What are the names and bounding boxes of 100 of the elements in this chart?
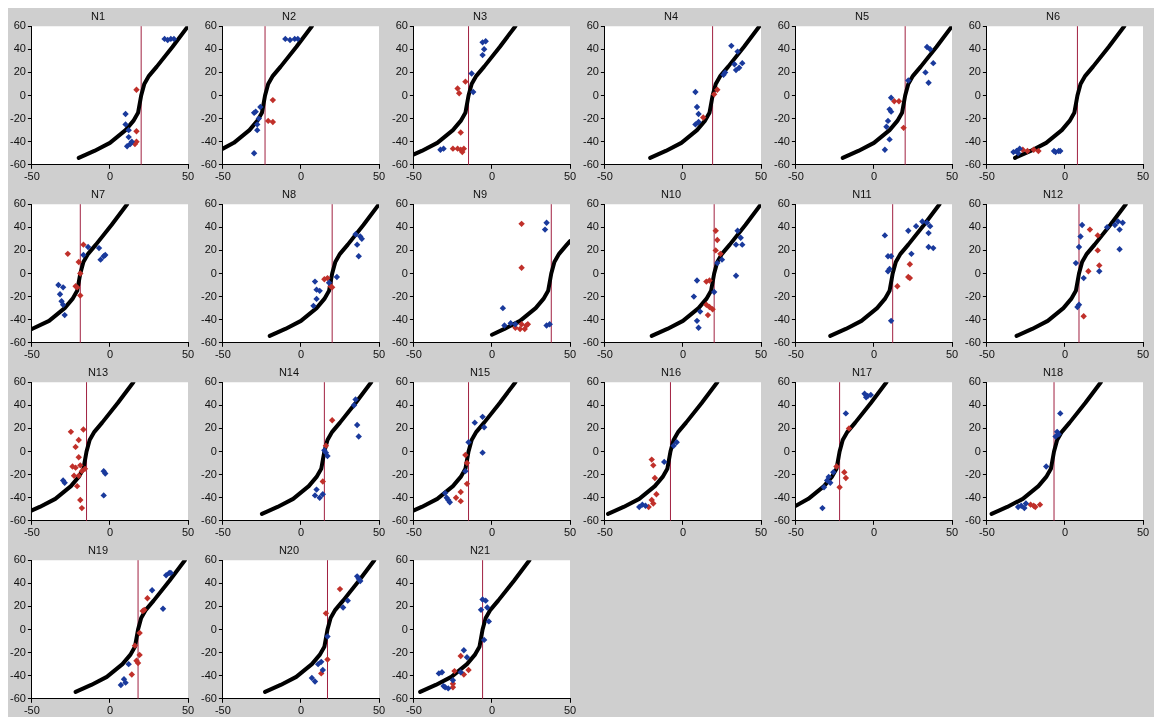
y-tick-label: -40: [9, 312, 26, 325]
x-tick-label: -50: [23, 526, 40, 539]
y-tick-label: 60: [586, 375, 599, 388]
chart-title: N7: [90, 187, 106, 200]
y-tick-label: 0: [210, 444, 217, 457]
x-tick-label: 0: [106, 170, 114, 183]
y-tick-label: 20: [204, 65, 217, 78]
y-tick-label: 20: [586, 421, 599, 434]
x-tick-label: 0: [488, 704, 496, 717]
x-tick-label: 0: [1061, 526, 1069, 539]
y-tick-label: -20: [200, 467, 217, 480]
x-tick-label: -50: [214, 704, 231, 717]
x-tick-label: 50: [372, 170, 386, 183]
y-tick-label: -60: [964, 513, 981, 526]
x-tick-label: 0: [870, 526, 878, 539]
x-tick-label: -50: [787, 170, 804, 183]
x-tick-label: -50: [978, 526, 995, 539]
x-tick-label: 50: [181, 170, 195, 183]
y-tick-label: -60: [391, 691, 408, 704]
y-tick-label: -20: [582, 111, 599, 124]
y-tick-label: 0: [592, 444, 599, 457]
y-tick-label: 0: [19, 444, 26, 457]
y-tick-label: 40: [777, 220, 790, 233]
x-tick-label: 50: [754, 526, 768, 539]
y-tick-label: 0: [19, 622, 26, 635]
y-tick-label: -60: [773, 513, 790, 526]
x-tick-label: 50: [372, 526, 386, 539]
y-tick-label: 60: [395, 19, 408, 32]
y-tick-label: 60: [13, 197, 26, 210]
chart-title: N4: [663, 9, 679, 22]
y-tick-label: 40: [13, 42, 26, 55]
y-tick-label: -60: [200, 691, 217, 704]
chart-title: N10: [660, 187, 682, 200]
y-tick-label: -60: [391, 157, 408, 170]
y-tick-label: -40: [964, 312, 981, 325]
y-tick-label: -40: [200, 668, 217, 681]
x-tick-label: 0: [870, 170, 878, 183]
y-tick-label: -20: [391, 111, 408, 124]
x-tick-label: 50: [181, 704, 195, 717]
y-tick-label: 0: [401, 88, 408, 101]
y-tick-label: -20: [582, 289, 599, 302]
y-tick-label: 20: [968, 243, 981, 256]
y-tick-label: 60: [968, 197, 981, 210]
x-tick-label: -50: [23, 704, 40, 717]
y-tick-label: -20: [773, 111, 790, 124]
x-tick-label: -50: [23, 348, 40, 361]
y-tick-label: -40: [391, 668, 408, 681]
y-tick-label: -20: [964, 289, 981, 302]
x-tick-label: 50: [1136, 348, 1150, 361]
y-tick-label: 40: [13, 220, 26, 233]
y-tick-label: -20: [964, 467, 981, 480]
y-tick-label: 60: [13, 19, 26, 32]
y-tick-label: -20: [391, 467, 408, 480]
x-tick-label: -50: [405, 348, 422, 361]
x-tick-label: 0: [1061, 170, 1069, 183]
x-tick-label: 50: [181, 348, 195, 361]
y-tick-label: -20: [773, 467, 790, 480]
y-tick-label: 40: [204, 576, 217, 589]
y-tick-label: 20: [204, 421, 217, 434]
x-tick-label: 0: [297, 526, 305, 539]
x-tick-label: 50: [563, 526, 577, 539]
y-tick-label: 60: [777, 197, 790, 210]
x-tick-label: 50: [563, 348, 577, 361]
y-tick-label: -40: [582, 134, 599, 147]
x-tick-label: 0: [106, 526, 114, 539]
y-tick-label: 0: [210, 88, 217, 101]
y-tick-label: 20: [968, 421, 981, 434]
y-tick-label: 40: [777, 42, 790, 55]
y-tick-label: -40: [200, 490, 217, 503]
x-tick-label: 0: [870, 348, 878, 361]
y-tick-label: 0: [401, 444, 408, 457]
y-tick-label: -20: [200, 289, 217, 302]
x-tick-label: 0: [679, 526, 687, 539]
x-tick-label: 50: [945, 526, 959, 539]
x-tick-label: 0: [106, 348, 114, 361]
y-tick-label: -60: [9, 513, 26, 526]
y-tick-label: 40: [586, 42, 599, 55]
chart-title: N21: [469, 543, 491, 556]
y-tick-label: -20: [582, 467, 599, 480]
y-tick-label: -60: [964, 157, 981, 170]
y-tick-label: -40: [391, 490, 408, 503]
y-tick-label: -40: [582, 312, 599, 325]
y-tick-label: 60: [13, 553, 26, 566]
y-tick-label: 40: [204, 398, 217, 411]
chart-title: N3: [472, 9, 488, 22]
y-tick-label: 40: [586, 398, 599, 411]
y-tick-label: -60: [9, 335, 26, 348]
y-tick-label: 20: [13, 421, 26, 434]
y-tick-label: 20: [777, 65, 790, 78]
y-tick-label: 20: [13, 65, 26, 78]
y-tick-label: -40: [200, 312, 217, 325]
chart-title: N9: [472, 187, 488, 200]
chart-title: N17: [851, 365, 873, 378]
y-tick-label: 0: [974, 444, 981, 457]
y-tick-label: 0: [592, 266, 599, 279]
y-tick-label: -40: [200, 134, 217, 147]
y-tick-label: -60: [582, 513, 599, 526]
y-tick-label: -40: [391, 134, 408, 147]
chart-title: N16: [660, 365, 682, 378]
chart-title: N20: [278, 543, 300, 556]
